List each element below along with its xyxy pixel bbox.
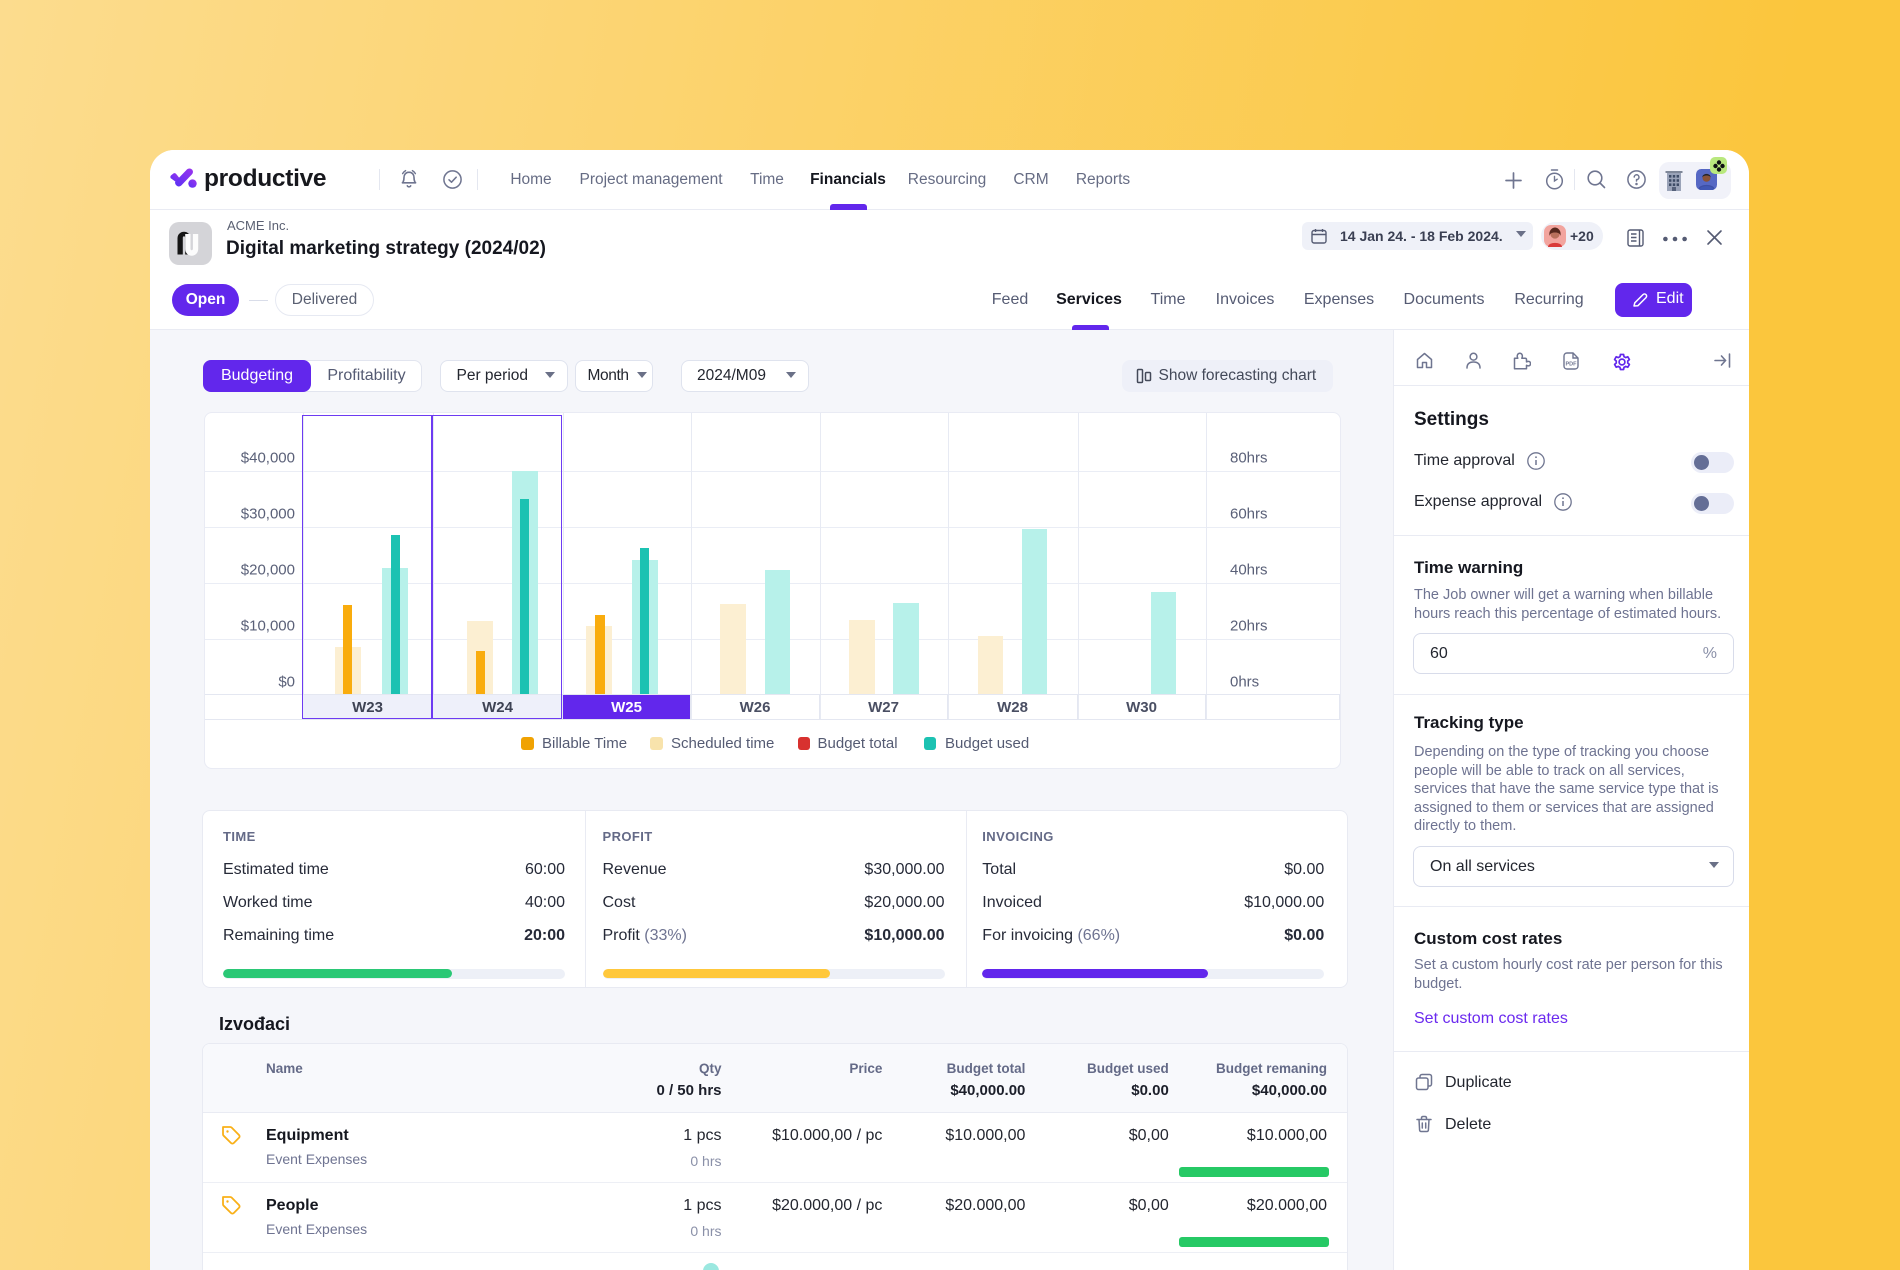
svg-text:PDF: PDF <box>1566 362 1578 368</box>
